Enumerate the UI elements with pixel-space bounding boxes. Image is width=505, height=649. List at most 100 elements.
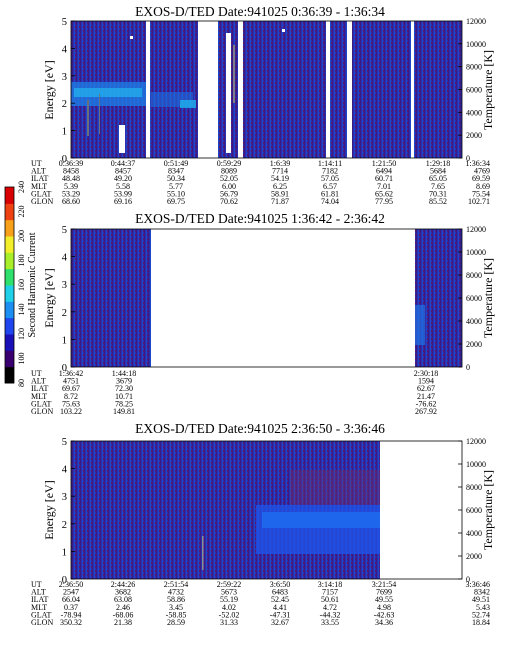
right-tick-label: 4000 bbox=[466, 317, 482, 326]
right-tick-label: 6000 bbox=[466, 294, 482, 303]
right-tick-label: 0 bbox=[466, 575, 470, 584]
ephemeris-value: 8089 bbox=[221, 167, 237, 176]
ephemeris-row-label: ALT bbox=[31, 377, 46, 386]
ephemeris-value: 69.67 bbox=[62, 384, 80, 393]
right-tick-label: 6000 bbox=[466, 86, 482, 95]
ephemeris-value: 7182 bbox=[322, 167, 338, 176]
right-tick-label: 8000 bbox=[466, 271, 482, 280]
colorbar-segment bbox=[5, 268, 14, 286]
y-tick-label: 4 bbox=[62, 253, 68, 264]
panel-1-data-gap bbox=[347, 21, 352, 158]
ephemeris-value: -44.32 bbox=[320, 610, 341, 619]
y-tick-label: 0 bbox=[62, 575, 67, 586]
panel-1-data-gap bbox=[130, 36, 133, 39]
ephemeris-row-label: UT bbox=[31, 159, 42, 168]
panel-3-speckle bbox=[290, 470, 380, 505]
ephemeris-value: 31.33 bbox=[220, 618, 238, 627]
colorbar-label: Second Harmonic Current bbox=[27, 232, 38, 337]
panel-1-band-core bbox=[74, 88, 142, 97]
ephemeris-value: 8457 bbox=[115, 167, 131, 176]
ephemeris-value: 1:29:18 bbox=[426, 159, 450, 168]
ephemeris-value: 52.05 bbox=[220, 174, 238, 183]
ephemeris-value: 8347 bbox=[168, 167, 184, 176]
ephemeris-row-label: MLT bbox=[31, 392, 47, 401]
colorbar-tick-label: 200 bbox=[17, 230, 26, 242]
ephemeris-value: 50.34 bbox=[167, 174, 185, 183]
ephemeris-value: -52.02 bbox=[219, 610, 240, 619]
ephemeris-value: 3:21:54 bbox=[372, 580, 396, 589]
ephemeris-value: 4.41 bbox=[273, 603, 287, 612]
right-tick-label: 12000 bbox=[466, 17, 486, 26]
ephemeris-value: 7157 bbox=[322, 588, 338, 597]
ephemeris-value: 6.00 bbox=[222, 182, 236, 191]
right-tick-label: 2000 bbox=[466, 340, 482, 349]
ephemeris-value: 55.10 bbox=[167, 189, 185, 198]
right-tick-label: 10000 bbox=[466, 460, 486, 469]
ephemeris-value: 32.67 bbox=[271, 618, 289, 627]
ephemeris-value: 4732 bbox=[168, 588, 184, 597]
panel-2-title: EXOS-D/TED Date:941025 1:36:42 - 2:36:42 bbox=[135, 211, 385, 226]
ephemeris-value: 52.74 bbox=[472, 610, 490, 619]
panel-2-data-block bbox=[71, 229, 151, 367]
colorbar-segment bbox=[5, 285, 14, 302]
ephemeris-value: 69.75 bbox=[167, 197, 185, 206]
colorbar-tick-label: 140 bbox=[17, 304, 26, 316]
ephemeris-value: 21.38 bbox=[114, 618, 132, 627]
panel-1-data-gap bbox=[326, 21, 330, 158]
right-tick-label: 2000 bbox=[466, 131, 482, 140]
ephemeris-value: 53.99 bbox=[114, 189, 132, 198]
ephemeris-value: 1:36:34 bbox=[466, 159, 490, 168]
panel-1-right-tick-labels: 0 2000 4000 6000 8000 10000 12000 bbox=[458, 17, 486, 163]
ephemeris-value: 5.39 bbox=[64, 182, 78, 191]
ephemeris-value: -78.94 bbox=[61, 610, 82, 619]
colorbar-segment bbox=[5, 334, 14, 351]
ephemeris-value: 7714 bbox=[272, 167, 288, 176]
ephemeris-value: 103.22 bbox=[60, 407, 82, 416]
y-tick-label: 0 bbox=[62, 154, 67, 165]
colorbar-tick-label: 100 bbox=[17, 353, 26, 365]
panel-2-data-block bbox=[415, 229, 462, 367]
ephemeris-value: 5673 bbox=[221, 588, 237, 597]
ephemeris-value: 1:44:18 bbox=[112, 369, 136, 378]
panel-1-data-gap bbox=[411, 21, 414, 158]
ephemeris-row-label: UT bbox=[31, 369, 42, 378]
y-tick-label: 1 bbox=[62, 547, 67, 558]
right-tick-label: 12000 bbox=[466, 437, 486, 446]
panel-1-streak bbox=[233, 45, 235, 103]
ephemeris-value: 5.77 bbox=[169, 182, 183, 191]
ephemeris-value: 61.81 bbox=[321, 189, 339, 198]
right-tick-label: 0 bbox=[466, 154, 470, 163]
ephemeris-row-label: ILAT bbox=[31, 174, 48, 183]
ephemeris-value: 3682 bbox=[115, 588, 131, 597]
ephemeris-row-label: ILAT bbox=[31, 595, 48, 604]
ephemeris-value: 49.55 bbox=[375, 595, 393, 604]
ephemeris-value: 267.92 bbox=[415, 407, 437, 416]
ephemeris-row-label: ALT bbox=[31, 167, 46, 176]
ephemeris-value: -76.62 bbox=[416, 399, 437, 408]
ephemeris-value: 3:14:18 bbox=[318, 580, 342, 589]
ephemeris-value: 102.71 bbox=[468, 197, 490, 206]
ephemeris-value: -58.85 bbox=[166, 610, 187, 619]
ephemeris-value: 0:59:29 bbox=[217, 159, 241, 168]
ephemeris-row-label: UT bbox=[31, 580, 42, 589]
panel-2: EXOS-D/TED Date:941025 1:36:42 - 2:36:42… bbox=[31, 211, 495, 416]
ephemeris-value: 3679 bbox=[116, 377, 132, 386]
panel-1-data-gap bbox=[146, 21, 150, 158]
ephemeris-value: 34.36 bbox=[375, 618, 393, 627]
ephemeris-value: 48.48 bbox=[62, 174, 80, 183]
ephemeris-value: 66.04 bbox=[62, 595, 80, 604]
ephemeris-value: 72.30 bbox=[115, 384, 133, 393]
ephemeris-value: 0:44:37 bbox=[111, 159, 135, 168]
ephemeris-value: 4.72 bbox=[323, 603, 337, 612]
ephemeris-value: 6483 bbox=[272, 588, 288, 597]
ephemeris-value: 57.05 bbox=[321, 174, 339, 183]
y-tick-label: 3 bbox=[62, 492, 67, 503]
y-tick-label: 1 bbox=[62, 127, 67, 138]
colorbar-tick-label: 220 bbox=[17, 206, 26, 218]
right-tick-label: 0 bbox=[466, 363, 470, 372]
y-tick-label: 1 bbox=[62, 335, 67, 346]
ephemeris-value: 8.72 bbox=[64, 392, 78, 401]
panel-3-right-tick-labels: 0 2000 4000 6000 8000 10000 12000 bbox=[458, 437, 486, 584]
ephemeris-value: 28.59 bbox=[167, 618, 185, 627]
